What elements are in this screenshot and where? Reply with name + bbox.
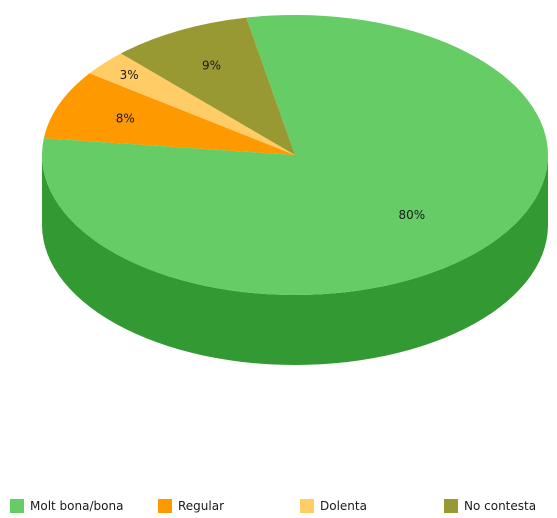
- legend-swatch: [158, 499, 172, 513]
- legend-item-molt-bona: Molt bona/bona: [10, 499, 123, 513]
- legend: Molt bona/bona Regular Dolenta No contes…: [10, 499, 557, 517]
- pie-chart: 80% 8% 3% 9%: [41, 15, 548, 365]
- legend-item-regular: Regular: [158, 499, 224, 513]
- slice-regular: [43, 73, 295, 155]
- slice-no-contesta: [120, 17, 295, 156]
- legend-label: Regular: [178, 499, 225, 513]
- slice-molt-bona-bona: [41, 15, 548, 296]
- legend-label: No contesta: [464, 499, 537, 513]
- slice-label-no-contesta: 9%: [202, 58, 221, 72]
- slice-label-dolenta: 3%: [120, 68, 139, 82]
- legend-swatch: [300, 499, 314, 513]
- legend-item-no-contesta: No contesta: [444, 499, 536, 513]
- slice-side-molt-bona-bona: [42, 155, 548, 365]
- slice-label-regular: 8%: [116, 111, 135, 125]
- pie-slices: [41, 15, 548, 296]
- legend-swatch: [10, 499, 24, 513]
- pie-labels: 80% 8% 3% 9%: [116, 58, 425, 222]
- legend-label: Molt bona/bona: [30, 499, 124, 513]
- legend-label: Dolenta: [320, 499, 367, 513]
- slice-label-molt-bona-bona: 80%: [398, 208, 425, 222]
- pie-sides: [42, 155, 548, 365]
- slice-dolenta: [89, 53, 295, 156]
- legend-swatch: [444, 499, 458, 513]
- legend-item-dolenta: Dolenta: [300, 499, 367, 513]
